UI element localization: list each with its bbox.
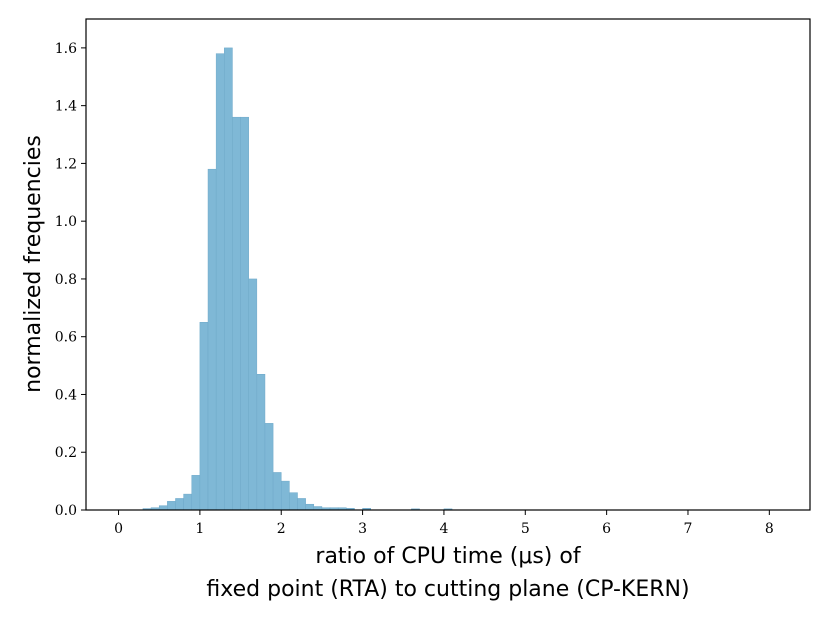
x-tick-label: 4 [439,521,448,537]
y-tick-label: 1.2 [55,156,77,172]
histogram-bar [256,374,266,511]
x-axis: 0 1 2 3 4 5 6 7 8 [114,510,774,537]
y-tick-label: 1.4 [55,99,77,115]
histogram-bar [183,493,193,511]
histogram-bar [272,472,282,511]
x-tick-label: 8 [765,521,774,537]
x-tick-label: 2 [277,521,286,537]
y-tick-label: 0.2 [55,445,77,461]
x-axis-label-line1: ratio of CPU time (μs) of [315,544,581,569]
x-tick-label: 7 [684,521,693,537]
plot-area-frame [85,18,811,511]
histogram-bar [289,492,298,511]
y-tick-label: 0.0 [55,503,77,519]
histogram-bar [158,505,168,511]
histogram-bars [142,47,453,511]
histogram-bar [224,47,233,511]
y-tick-label: 0.4 [55,387,77,403]
histogram-bar [264,423,274,511]
histogram-bar [167,501,176,511]
x-tick-label: 3 [358,521,367,537]
histogram-bar [207,168,217,511]
y-tick-label: 1.0 [55,214,77,230]
x-tick-label: 0 [114,521,123,537]
x-axis-label-line2: fixed point (RTA) to cutting plane (CP-K… [206,577,689,602]
x-tick-label: 1 [195,521,204,537]
y-axis-label: normalized frequencies [21,135,46,393]
histogram-bar [215,53,225,511]
x-tick-label: 5 [521,521,530,537]
histogram-bar [199,322,209,511]
y-tick-label: 1.6 [55,41,77,57]
histogram-bar [191,475,201,511]
y-tick-label: 0.8 [55,272,77,288]
x-tick-label: 6 [602,521,611,537]
histogram-bar [280,480,290,511]
histogram-bar [248,278,258,511]
y-tick-label: 0.6 [55,330,77,346]
histogram-bar [175,498,184,511]
histogram-bar [240,116,249,511]
y-axis: 0.0 0.2 0.4 0.6 0.8 1.0 1.2 1.4 1.6 [55,41,86,519]
histogram-bar [297,498,306,511]
histogram-bar [305,503,315,511]
histogram-bar [232,116,241,511]
